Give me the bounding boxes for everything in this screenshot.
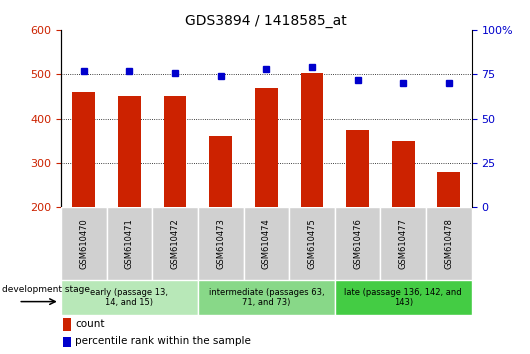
Bar	[61, 280, 198, 315]
Bar	[243, 207, 289, 280]
Bar	[426, 207, 472, 280]
Bar	[64, 337, 72, 347]
Text: GSM610478: GSM610478	[444, 218, 453, 269]
Bar	[152, 207, 198, 280]
Text: GSM610477: GSM610477	[399, 218, 408, 269]
Text: GSM610474: GSM610474	[262, 218, 271, 269]
Bar	[64, 318, 72, 331]
Bar	[107, 207, 152, 280]
Bar	[73, 92, 95, 296]
Text: GSM610476: GSM610476	[353, 218, 362, 269]
Bar	[209, 136, 232, 296]
Bar	[61, 207, 107, 280]
Text: count: count	[75, 319, 104, 329]
Bar	[164, 96, 187, 296]
Bar	[392, 141, 414, 296]
Text: development stage: development stage	[3, 285, 91, 294]
Text: early (passage 13,
14, and 15): early (passage 13, 14, and 15)	[91, 288, 169, 307]
Bar	[335, 207, 381, 280]
Text: GSM610473: GSM610473	[216, 218, 225, 269]
Bar	[301, 73, 323, 296]
Title: GDS3894 / 1418585_at: GDS3894 / 1418585_at	[186, 14, 347, 28]
Text: GSM610472: GSM610472	[171, 218, 180, 269]
Bar	[346, 130, 369, 296]
Text: GSM610475: GSM610475	[307, 218, 316, 269]
Bar	[289, 207, 335, 280]
Bar	[118, 96, 141, 296]
Text: late (passage 136, 142, and
143): late (passage 136, 142, and 143)	[344, 288, 462, 307]
Text: GSM610470: GSM610470	[80, 218, 89, 269]
Bar	[381, 207, 426, 280]
Bar	[437, 172, 460, 296]
Bar	[335, 280, 472, 315]
Text: intermediate (passages 63,
71, and 73): intermediate (passages 63, 71, and 73)	[208, 288, 324, 307]
Bar	[255, 88, 278, 296]
Bar	[198, 280, 335, 315]
Text: GSM610471: GSM610471	[125, 218, 134, 269]
Bar	[198, 207, 243, 280]
Text: percentile rank within the sample: percentile rank within the sample	[75, 336, 251, 346]
